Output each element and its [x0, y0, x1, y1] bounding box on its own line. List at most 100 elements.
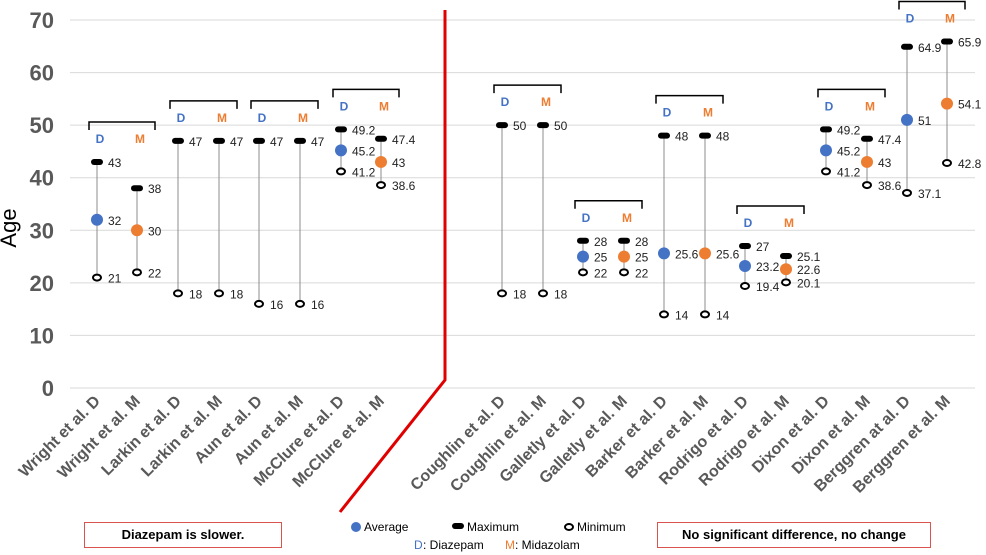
minimum-label: 41.2	[352, 165, 376, 179]
minimum-marker	[659, 310, 669, 319]
group-bracket	[493, 84, 562, 94]
average-marker	[820, 144, 832, 157]
maximum-label: 50	[554, 119, 568, 133]
average-label: 25.6	[716, 247, 740, 261]
maximum-label: 49.2	[837, 123, 861, 137]
maximum-marker	[253, 137, 265, 144]
maximum-label: 25.1	[797, 250, 821, 264]
legend-maximum-marker	[452, 523, 464, 529]
group-d-label: D	[177, 111, 186, 125]
group-m-label: M	[541, 95, 551, 109]
maximum-marker	[577, 237, 589, 244]
average-marker	[375, 155, 387, 168]
maximum-marker	[658, 132, 670, 139]
group-m-label: M	[703, 106, 713, 120]
note-diazepam-slower: Diazepam is slower.	[84, 522, 282, 548]
y-tick-label: 0	[42, 376, 54, 401]
group-bracket	[817, 88, 886, 98]
maximum-marker	[537, 122, 549, 129]
maximum-marker	[618, 237, 630, 244]
y-tick-label: 40	[30, 166, 54, 191]
maximum-marker	[941, 38, 953, 45]
average-marker	[577, 250, 589, 263]
maximum-marker	[375, 135, 387, 142]
average-marker	[699, 247, 711, 260]
legend-minimum-label: Minimum	[577, 520, 626, 534]
minimum-label: 21	[108, 272, 122, 286]
range-lines	[96, 41, 948, 315]
minimum-marker	[942, 158, 952, 167]
legend-minimum-marker	[564, 523, 574, 531]
maximum-label: 47	[189, 135, 203, 149]
average-label: 43	[392, 156, 406, 170]
average-label: 54.1	[958, 98, 982, 112]
y-axis: 0 10 20 30 40 50 60 70	[30, 8, 54, 401]
average-label: 25	[594, 251, 608, 265]
legend-maximum-label: Maximum	[467, 520, 519, 534]
average-label: 22.6	[797, 263, 821, 277]
note-no-significant-difference: No significant difference, no change	[657, 522, 931, 548]
maximum-marker	[131, 185, 143, 192]
average-label: 43	[878, 156, 892, 170]
y-axis-label: Age	[0, 208, 21, 247]
maximum-marker	[901, 43, 913, 50]
group-d-label: D	[258, 111, 267, 125]
maximum-label: 27	[756, 240, 770, 254]
minimum-marker	[254, 299, 264, 308]
maximum-marker	[820, 126, 832, 133]
maximum-label: 43	[108, 156, 122, 170]
minimum-label: 14	[675, 308, 689, 322]
average-label: 51	[918, 114, 932, 128]
minimum-marker	[619, 268, 629, 277]
minimum-marker	[497, 289, 507, 298]
minimum-label: 16	[270, 298, 284, 312]
average-marker	[131, 224, 143, 237]
maximum-marker	[294, 137, 306, 144]
minimum-label: 41.2	[837, 165, 861, 179]
average-marker	[780, 263, 792, 276]
maximum-marker	[172, 137, 184, 144]
average-marker	[941, 97, 953, 110]
maximum-label: 49.2	[352, 123, 376, 137]
average-marker	[618, 250, 630, 263]
minimum-marker	[862, 181, 872, 190]
group-m-label: M	[945, 12, 955, 26]
data-marks	[91, 38, 953, 319]
group-d-label: D	[501, 95, 510, 109]
minimum-marker	[132, 268, 142, 277]
minimum-label: 22	[594, 266, 608, 280]
minimum-marker	[376, 181, 386, 190]
y-tick-label: 10	[30, 323, 54, 348]
average-marker	[739, 260, 751, 273]
average-marker	[901, 113, 913, 126]
minimum-label: 18	[513, 287, 527, 301]
legend-d-key: D	[414, 538, 423, 552]
maximum-label: 47	[230, 135, 244, 149]
y-tick-label: 30	[30, 218, 54, 243]
average-label: 45.2	[837, 144, 861, 158]
group-d-label: D	[663, 106, 672, 120]
average-label: 25.6	[675, 247, 699, 261]
maximum-label: 47.4	[878, 133, 902, 147]
minimum-label: 18	[189, 287, 203, 301]
group-brackets: D M D M D M D M D M D M D M D M D M D M	[88, 0, 966, 230]
average-marker	[335, 144, 347, 157]
average-label: 30	[148, 224, 162, 238]
maximum-marker	[335, 126, 347, 133]
minimum-label: 37.1	[918, 187, 942, 201]
minimum-label: 18	[554, 287, 568, 301]
maximum-label: 38	[148, 182, 162, 196]
group-m-label: M	[865, 99, 875, 113]
average-label: 45.2	[352, 144, 376, 158]
minimum-marker	[92, 273, 102, 282]
maximum-label: 48	[716, 130, 730, 144]
grid-layer	[70, 19, 975, 389]
maximum-label: 28	[594, 235, 608, 249]
minimum-marker	[781, 278, 791, 287]
legend-d-text: : Diazepam	[423, 538, 484, 552]
group-m-label: M	[217, 111, 227, 125]
average-marker	[658, 247, 670, 260]
maximum-label: 48	[675, 130, 689, 144]
maximum-label: 50	[513, 119, 527, 133]
